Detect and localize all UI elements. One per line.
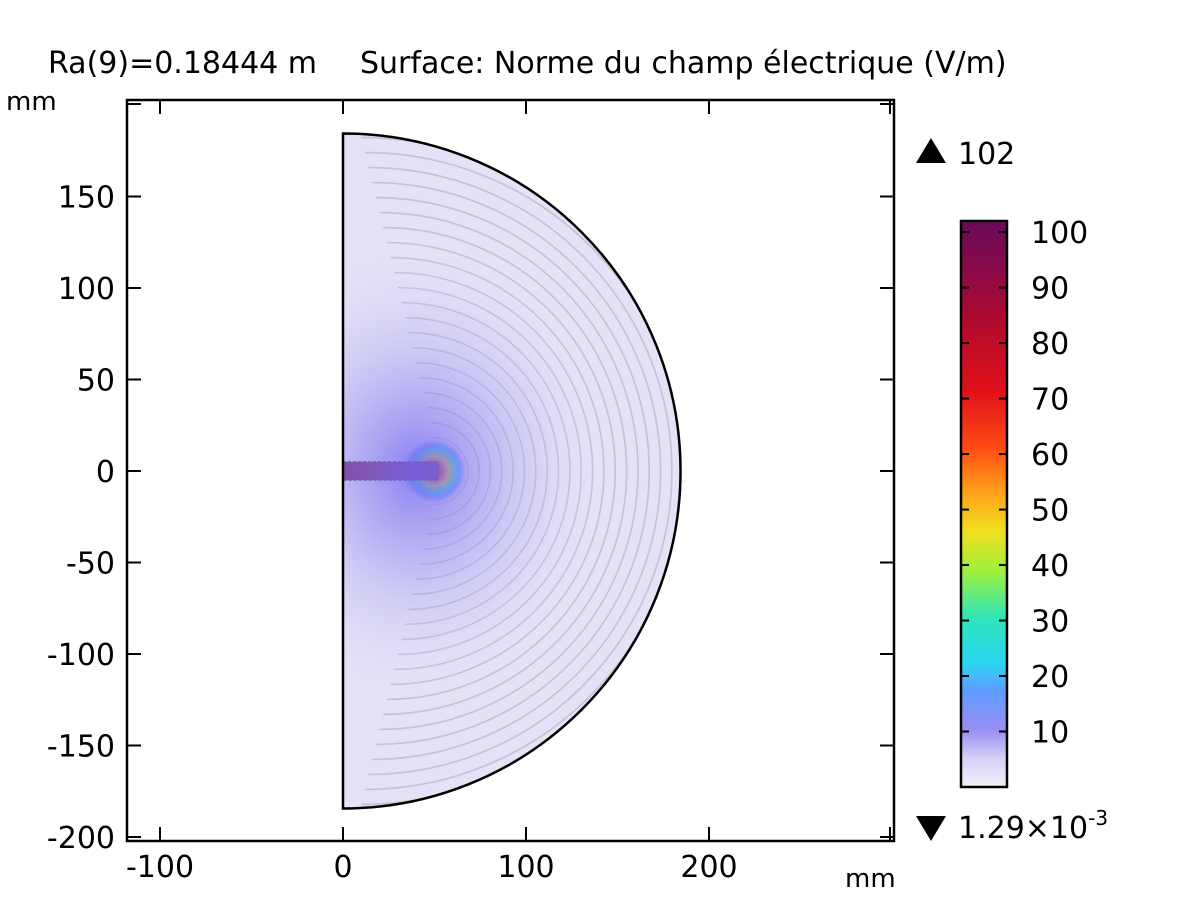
y-tick-label: -200 [47, 821, 115, 856]
parameter-title: Ra(9)=0.18444 m [48, 46, 317, 81]
streamline [368, 166, 673, 776]
y-tick-label: 0 [96, 455, 115, 490]
axes: -100 0 100 200 150 100 50 0 -50 -100 -150 -200 [47, 98, 896, 885]
colorbar-tick-label: 100 [1031, 216, 1088, 251]
streamline [364, 151, 681, 791]
y-tick-label: 150 [58, 181, 115, 216]
min-value-label: 1.29×10-3 [958, 806, 1108, 846]
plot-title: Surface: Norme du champ électrique (V/m) [360, 46, 1007, 81]
field-domain [341, 132, 682, 810]
max-triangle-icon [916, 138, 946, 163]
y-tick-label: -100 [47, 638, 115, 673]
colorbar-tick-label: 20 [1031, 660, 1069, 695]
colorbar-tick-label: 90 [1031, 272, 1069, 307]
min-triangle-icon [916, 816, 946, 841]
domain-outline [341, 132, 682, 810]
x-tick-label: 100 [497, 850, 554, 885]
colorbar-ticks: 100 90 80 70 60 50 40 30 20 10 [961, 216, 1088, 751]
field-gradient-haze [343, 241, 607, 701]
y-tick-label: -150 [47, 730, 115, 765]
colorbar-tick-label: 10 [1031, 716, 1069, 751]
colorbar-tick-label: 40 [1031, 549, 1069, 584]
x-tick-label: 0 [333, 850, 352, 885]
max-value-label: 102 [958, 137, 1015, 172]
colorbar-tick-label: 60 [1031, 438, 1069, 473]
y-tick-label: 100 [58, 272, 115, 307]
y-tick-label: -50 [66, 547, 115, 582]
x-tick-label: 200 [680, 850, 737, 885]
streamline [375, 196, 651, 746]
x-tick-label: -100 [126, 850, 194, 885]
y-tick-label: 50 [77, 364, 115, 399]
y-axis-unit: mm [6, 87, 57, 117]
streamline [379, 211, 639, 731]
color-legend: 102 100 90 80 70 60 50 40 30 20 10 1.29×10-3 [916, 137, 1108, 846]
colorbar-tick-label: 50 [1031, 494, 1069, 529]
colorbar-tick-label: 80 [1031, 327, 1069, 362]
streamline [372, 181, 662, 761]
colorbar-gradient [959, 219, 1009, 789]
colorbar-tick-label: 30 [1031, 605, 1069, 640]
x-axis-unit: mm [845, 864, 896, 894]
colorbar-tick-label: 70 [1031, 383, 1069, 418]
streamline [383, 226, 628, 716]
